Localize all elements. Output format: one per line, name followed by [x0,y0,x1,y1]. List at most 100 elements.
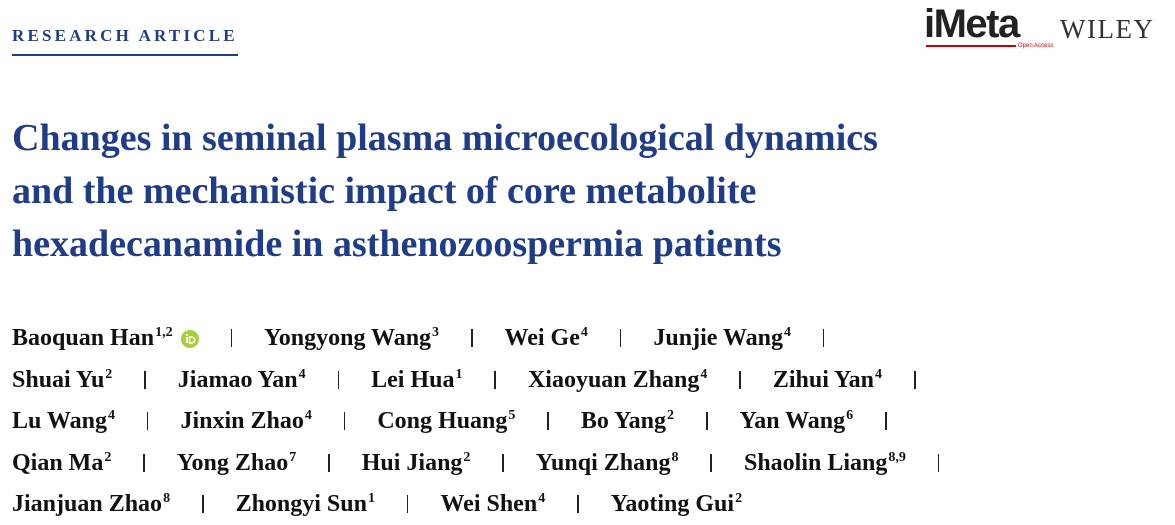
author-name: Yan Wang [739,408,846,434]
author-name: Jinxin Zhao [180,408,304,434]
separator [144,370,146,389]
affiliation: 8 [163,491,171,506]
affiliation: 1 [455,366,463,382]
author-line: Baoquan Han1,2 Yongyong Wang3 Wei Ge4 Junji… [12,326,856,350]
author: Hui Jiang2 [361,449,471,476]
author: Yongyong Wang3 [264,325,440,351]
author: Baoquan Han1,2 [12,326,199,350]
affiliation: 1 [367,491,375,506]
separator [494,370,496,389]
author-name: Xiaoyuan Zhang [527,366,700,393]
author: Zhongyi Sun1 [236,491,375,517]
affiliation: 7 [289,449,297,465]
separator [202,495,204,513]
affiliation: 8,9 [888,449,906,465]
separator [337,370,340,389]
author: Zihui Yan4 [772,366,883,393]
affiliation: 3 [432,325,440,340]
author-name: Hui Jiang [361,449,463,476]
author: Bo Yang2 [580,408,675,434]
author: Lei Hua1 [371,366,463,393]
publisher: WILEY [1060,14,1155,44]
author-line: Lu Wang4 Jinxin Zhao4 Cong Huang5 Bo Yang2 Y… [12,409,919,433]
author: Yunqi Zhang8 [535,449,679,476]
separator [739,370,741,389]
author-name: Lei Hua [371,366,455,393]
author-name: Lu Wang [12,408,107,434]
affiliation: 4 [298,366,306,382]
separator [822,329,825,347]
title-line: Changes in seminal plasma microecologica… [12,117,878,159]
author: Jinxin Zhao4 [180,408,312,434]
author-name: Shaolin Liang [743,449,888,476]
affiliation: 4 [304,408,312,423]
separator [230,329,233,347]
author: Lu Wang4 [12,408,115,434]
separator [937,453,940,472]
author-line: Jianjuan Zhao8 Zhongyi Sun1 Wei Shen4 Yaoti… [12,491,743,517]
author-name: Zihui Yan [772,366,875,393]
author-name: Qian Ma [12,449,104,476]
article-type: RESEARCH ARTICLE [12,26,238,56]
author-name: Yong Zhao [176,449,289,476]
author: Wei Ge4 [504,325,588,351]
separator [143,453,145,472]
affiliation: 4 [580,325,588,340]
author: Jianjuan Zhao8 [12,491,171,517]
separator [406,495,409,513]
separator [706,412,708,430]
author-name: Jianjuan Zhao [12,491,163,517]
affiliation: 8 [671,449,679,465]
author: Shuai Yu2 [12,366,113,392]
affiliation: 2 [463,449,471,465]
orcid-icon[interactable] [180,330,199,349]
separator [885,412,887,430]
affiliation: 4 [700,366,708,382]
separator [914,370,916,389]
author-name: Cong Huang [377,408,508,434]
author: Xiaoyuan Zhang4 [527,366,708,393]
author-name: Bo Yang [580,408,667,434]
author-name: Baoquan Han [12,325,155,351]
affiliation: 1,2 [155,325,173,340]
affiliation: 4 [107,408,115,423]
author: Wei Shen4 [440,491,545,517]
separator [471,329,473,347]
affiliation: 2 [105,366,113,382]
author: Jiamao Yan4 [177,366,306,393]
affiliation: 6 [846,408,854,423]
affiliation: 5 [508,408,516,423]
author-line: Shuai Yu2 Jiamao Yan4 Lei Hua1 Xiaoyuan Zha… [12,366,948,393]
journal-logo: iMeta [924,2,1020,46]
affiliation: 2 [104,449,112,465]
author: Qian Ma2 [12,449,112,476]
logo-rule [926,45,1016,47]
separator [343,412,346,430]
separator [328,453,330,472]
author-line: Qian Ma2 Yong Zhao7 Hui Jiang2 Yunqi Zhang8… [12,449,971,476]
author: Cong Huang5 [377,408,516,434]
author: Yaoting Gui2 [610,491,743,517]
logo-tag: Open Access [1018,43,1054,49]
author-name: Yongyong Wang [264,325,432,351]
affiliation: 2 [667,408,675,423]
author-name: Wei Shen [440,491,538,517]
author-name: Yunqi Zhang [535,449,671,476]
title-line: hexadecanamide in asthenozoospermia pati… [12,223,782,265]
author: Yan Wang6 [739,408,854,434]
author-name: Jiamao Yan [177,366,298,393]
separator [710,453,712,472]
affiliation: 2 [735,491,743,506]
affiliation: 4 [875,366,883,382]
separator [146,412,149,430]
title-line: and the mechanistic impact of core metab… [12,170,757,212]
author: Junjie Wang4 [653,325,791,351]
author: Yong Zhao7 [176,449,297,476]
separator [502,453,504,472]
separator [547,412,549,430]
author: Shaolin Liang8,9 [743,449,906,476]
author-name: Yaoting Gui [610,491,735,517]
affiliation: 4 [783,325,791,340]
author-name: Wei Ge [504,325,580,351]
